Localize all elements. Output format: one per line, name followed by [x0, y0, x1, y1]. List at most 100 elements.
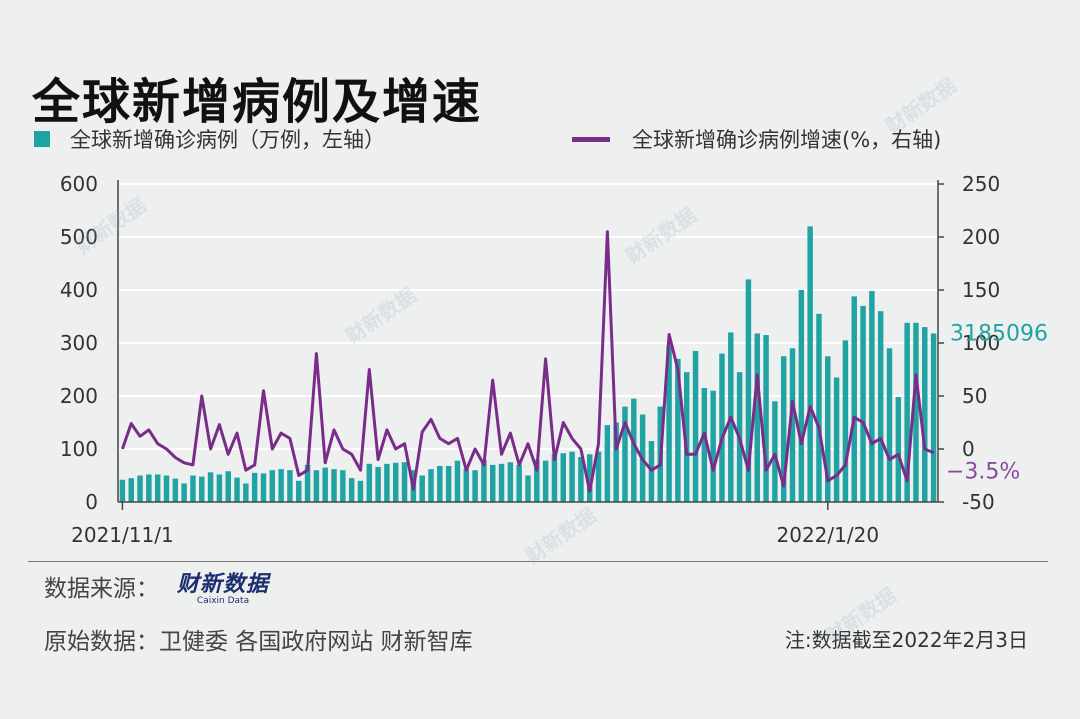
bar: [225, 471, 231, 502]
bar: [296, 480, 302, 502]
bar: [172, 478, 179, 502]
bar: [128, 478, 134, 502]
bar: [331, 469, 337, 502]
bar: [119, 479, 126, 502]
bar: [340, 470, 346, 502]
bar: [154, 474, 161, 502]
bar: [454, 460, 461, 502]
logo-text: 财新数据: [177, 572, 270, 597]
bar: [869, 291, 875, 502]
bar: [181, 483, 187, 502]
bar: [216, 474, 223, 502]
line-last-value-label: −3.5%: [946, 460, 1020, 485]
bar: [710, 390, 716, 502]
bar: [701, 388, 708, 502]
left-tick-label: 500: [60, 225, 98, 249]
bar: [137, 475, 143, 502]
bar: [445, 465, 452, 502]
bar: [551, 454, 558, 502]
bar: [789, 348, 796, 502]
bar: [322, 467, 328, 502]
chart-title: 全球新增病例及增速: [32, 74, 483, 130]
bar: [631, 398, 637, 502]
left-tick-label: 100: [60, 437, 98, 461]
right-tick-label: 250: [962, 172, 1000, 196]
bar: [269, 470, 276, 502]
bar: [569, 451, 575, 502]
left-tick-label: 0: [85, 490, 98, 514]
x-tick-label: 2022/1/20: [777, 523, 880, 547]
bar: [366, 463, 373, 502]
left-tick-label: 600: [60, 172, 98, 196]
source-label: 数据来源：: [44, 576, 159, 602]
bar: [675, 358, 681, 502]
bar: [807, 226, 813, 502]
bar: [922, 327, 928, 502]
bar: [816, 313, 822, 502]
bar: [234, 477, 240, 502]
bar: [895, 397, 902, 502]
bar: [313, 470, 320, 502]
bar: [348, 478, 355, 502]
bar: [798, 290, 805, 502]
bar: [604, 425, 611, 502]
bar: [287, 470, 293, 502]
bar: [745, 279, 752, 502]
bar-last-value-label: 3185096: [950, 321, 1048, 346]
bar: [825, 356, 831, 502]
right-tick-label: 150: [962, 278, 1000, 302]
growth-line: [120, 230, 935, 493]
bar: [472, 470, 478, 502]
bar: [481, 459, 487, 502]
bar: [525, 475, 531, 502]
left-tick-label: 200: [60, 384, 98, 408]
legend-line-label: 全球新增确诊病例增速(%，右轴): [632, 128, 942, 152]
x-tick-label: 2021/11/1: [71, 523, 174, 547]
bar: [904, 322, 910, 502]
bar: [719, 353, 725, 502]
chart-area: 0 100 200 300 400 500 600 -50 0 50 100 150 200 250 202…: [60, 172, 1048, 547]
bar: [586, 454, 593, 502]
bar: [851, 296, 857, 502]
bar: [886, 348, 893, 502]
bar: [163, 475, 170, 502]
right-tick-label: 200: [962, 225, 1000, 249]
bar: [622, 406, 628, 502]
bar: [260, 473, 267, 502]
bar: [516, 464, 522, 502]
bar: [428, 469, 434, 502]
bar: [772, 401, 778, 502]
bar: [278, 469, 284, 502]
bar: [833, 377, 840, 502]
bar: [401, 462, 408, 502]
footer-divider: [28, 561, 1048, 562]
bar: [357, 480, 364, 502]
bar: [780, 356, 787, 502]
bar: [913, 322, 919, 502]
bar: [595, 451, 602, 502]
bar: [560, 453, 567, 502]
left-tick-label: 300: [60, 331, 98, 355]
right-tick-label: 100: [962, 331, 1000, 355]
bar: [437, 465, 443, 502]
right-tick-label: -50: [962, 490, 995, 514]
bar: [393, 462, 399, 502]
bar: [683, 372, 690, 502]
bar: [877, 311, 884, 502]
bar: [251, 472, 258, 502]
bar: [463, 469, 470, 502]
bar: [578, 456, 584, 502]
bar: [666, 345, 672, 502]
bar: [842, 340, 849, 502]
bar: [930, 333, 937, 502]
right-tick-label: 0: [962, 437, 975, 461]
bar: [763, 335, 769, 502]
legend-line-swatch: [572, 136, 610, 142]
legend-bar-label: 全球新增确诊病例（万例，左轴）: [70, 128, 385, 152]
bar: [498, 463, 505, 502]
original-data-line: 原始数据：卫健委 各国政府网站 财新智库: [44, 629, 473, 655]
legend-line-entry: 全球新增确诊病例增速(%，右轴): [572, 124, 941, 154]
bar: [507, 462, 514, 502]
bar: [489, 464, 496, 502]
bar: [754, 333, 760, 502]
